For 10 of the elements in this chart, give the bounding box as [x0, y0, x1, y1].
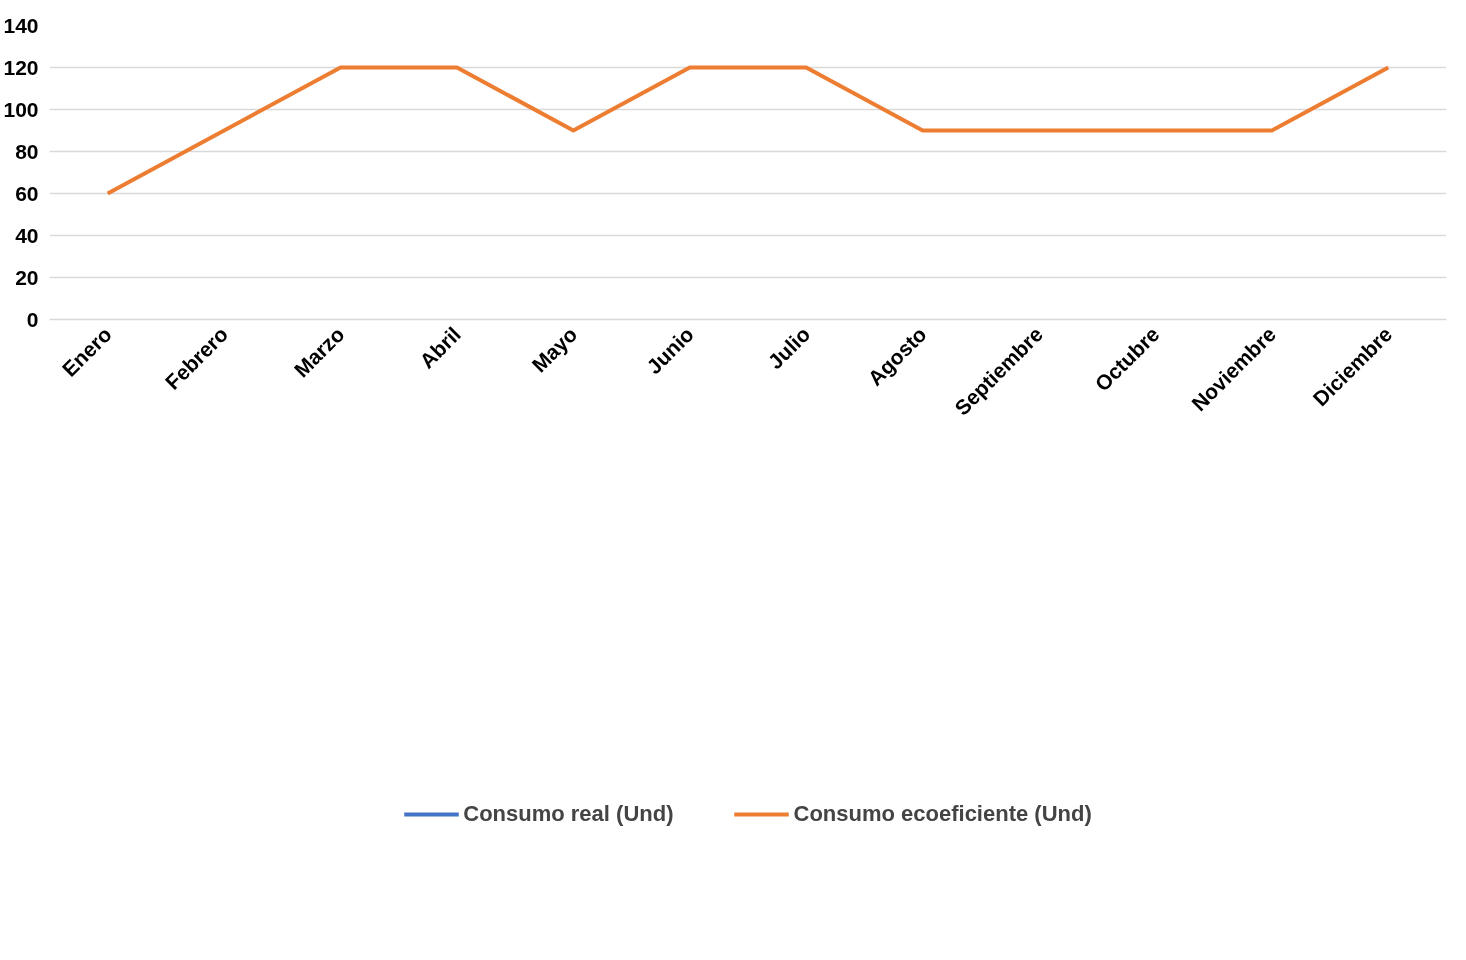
y-tick-label: 80	[15, 139, 39, 163]
y-tick-label: 20	[15, 265, 39, 289]
y-tick-label: 0	[26, 307, 39, 331]
y-tick-label: 140	[3, 13, 39, 37]
legend-label: Consumo ecoeficiente (Und)	[793, 800, 1092, 827]
y-tick-label: 120	[3, 55, 39, 79]
y-tick-label: 100	[3, 97, 39, 121]
y-tick-label: 60	[15, 181, 39, 205]
y-tick-label: 40	[15, 223, 39, 247]
legend-label: Consumo real (Und)	[463, 800, 674, 827]
